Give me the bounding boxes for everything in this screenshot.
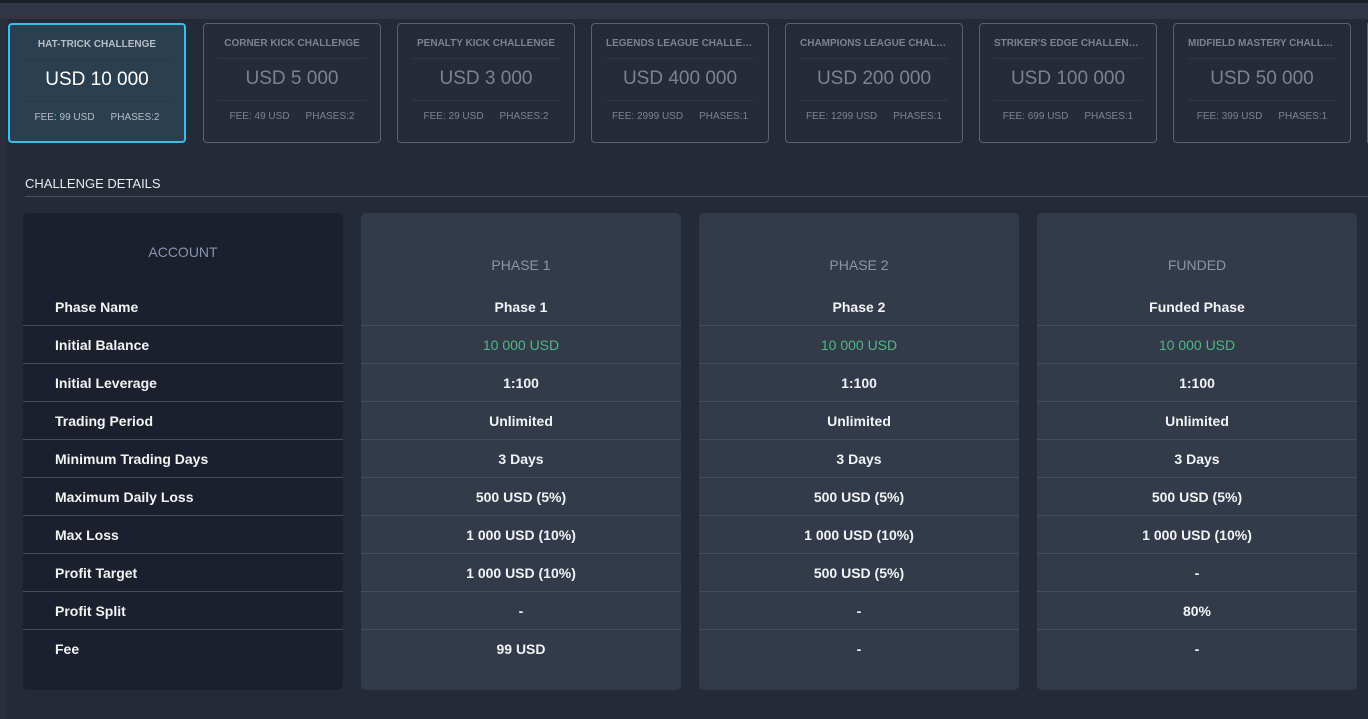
challenge-phases: PHASES:1 xyxy=(1084,111,1134,122)
table-cell: - xyxy=(699,591,1019,629)
challenge-phases: PHASES:2 xyxy=(305,111,355,122)
section-divider xyxy=(25,196,1368,197)
account-column: ACCOUNT Phase Name Initial Balance Initial … xyxy=(23,213,343,690)
table-cell: 10 000 USD xyxy=(361,325,681,363)
table-cell: 500 USD (5%) xyxy=(699,477,1019,515)
challenge-fee: FEE: 2999 USD xyxy=(611,111,684,122)
table-cell: Unlimited xyxy=(1037,401,1357,439)
table-cell: 99 USD xyxy=(361,629,681,667)
table-cell: 1:100 xyxy=(361,363,681,401)
phase-column: FUNDED Funded Phase 10 000 USD 1:100 Unlimit… xyxy=(1037,213,1357,690)
column-header: PHASE 1 xyxy=(491,257,551,273)
table-cell: 1 000 USD (10%) xyxy=(361,515,681,553)
table-cell: 500 USD (5%) xyxy=(699,553,1019,591)
table-cell: 80% xyxy=(1037,591,1357,629)
table-cell: Profit Split xyxy=(23,591,343,629)
section-title: CHALLENGE DETAILS xyxy=(25,176,161,191)
challenge-amount: USD 50 000 xyxy=(1188,59,1336,101)
challenge-fee: FEE: 399 USD xyxy=(1196,111,1263,122)
challenge-fee: FEE: 99 USD xyxy=(34,112,95,123)
table-cell: 500 USD (5%) xyxy=(1037,477,1357,515)
challenge-card[interactable]: LEGENDS LEAGUE CHALLENGE USD 400 000 FEE… xyxy=(591,23,769,143)
column-header: PHASE 2 xyxy=(829,257,889,273)
challenge-name: HAT-TRICK CHALLENGE xyxy=(24,39,170,60)
table-cell: Unlimited xyxy=(699,401,1019,439)
column-header: FUNDED xyxy=(1167,257,1227,273)
left-strip xyxy=(0,19,7,719)
table-cell: 1:100 xyxy=(1037,363,1357,401)
phase-column: PHASE 1 Phase 1 10 000 USD 1:100 Unlimited 3 … xyxy=(361,213,681,690)
table-cell: Trading Period xyxy=(23,401,343,439)
challenge-phases: PHASES:1 xyxy=(1278,111,1328,122)
table-cell: Minimum Trading Days xyxy=(23,439,343,477)
challenge-card[interactable]: HAT-TRICK CHALLENGE USD 10 000 FEE: 99 U… xyxy=(8,23,186,143)
challenge-name: MIDFIELD MASTERY CHALLENGE xyxy=(1188,38,1336,59)
table-cell: - xyxy=(699,629,1019,667)
table-cell: - xyxy=(361,591,681,629)
table-cell: Phase 1 xyxy=(494,299,548,315)
table-cell: - xyxy=(1037,553,1357,591)
challenge-fee: FEE: 1299 USD xyxy=(805,111,878,122)
table-cell: 10 000 USD xyxy=(1037,325,1357,363)
challenge-amount: USD 100 000 xyxy=(994,59,1142,101)
challenge-name: PENALTY KICK CHALLENGE xyxy=(412,38,560,59)
challenge-card[interactable]: MIDFIELD MASTERY CHALLENGE USD 50 000 FE… xyxy=(1173,23,1351,143)
table-cell: 1 000 USD (10%) xyxy=(361,553,681,591)
table-cell: Maximum Daily Loss xyxy=(23,477,343,515)
challenge-amount: USD 400 000 xyxy=(606,59,754,101)
table-cell: 3 Days xyxy=(1037,439,1357,477)
table-cell: Phase 2 xyxy=(832,299,886,315)
challenge-amount: USD 5 000 xyxy=(218,59,366,101)
table-cell: Unlimited xyxy=(361,401,681,439)
table-cell: 3 Days xyxy=(361,439,681,477)
challenge-name: CHAMPIONS LEAGUE CHALLENGE xyxy=(800,38,948,59)
challenge-name: STRIKER'S EDGE CHALLENGE xyxy=(994,38,1142,59)
challenge-amount: USD 3 000 xyxy=(412,59,560,101)
table-cell: 500 USD (5%) xyxy=(361,477,681,515)
challenge-fee: FEE: 29 USD xyxy=(423,111,484,122)
table-cell: Profit Target xyxy=(23,553,343,591)
challenge-name: CORNER KICK CHALLENGE xyxy=(218,38,366,59)
header-band xyxy=(0,3,1368,19)
table-cell: 10 000 USD xyxy=(699,325,1019,363)
challenge-card[interactable]: CORNER KICK CHALLENGE USD 5 000 FEE: 49 … xyxy=(203,23,381,143)
table-cell: - xyxy=(1037,629,1357,667)
table-cell: 3 Days xyxy=(699,439,1019,477)
table-cell: Max Loss xyxy=(23,515,343,553)
table-cell: 1 000 USD (10%) xyxy=(1037,515,1357,553)
challenge-amount: USD 10 000 xyxy=(24,60,170,102)
challenge-fee: FEE: 49 USD xyxy=(229,111,290,122)
challenge-card[interactable]: PENALTY KICK CHALLENGE USD 3 000 FEE: 29… xyxy=(397,23,575,143)
challenge-card[interactable]: STRIKER'S EDGE CHALLENGE USD 100 000 FEE… xyxy=(979,23,1157,143)
top-bar xyxy=(0,0,1368,3)
column-header: ACCOUNT xyxy=(148,244,218,260)
challenge-fee: FEE: 699 USD xyxy=(1002,111,1069,122)
challenge-phases: PHASES:1 xyxy=(893,111,943,122)
table-cell: Phase Name xyxy=(55,299,139,315)
challenge-phases: PHASES:2 xyxy=(499,111,549,122)
challenge-amount: USD 200 000 xyxy=(800,59,948,101)
table-cell: Fee xyxy=(23,629,343,667)
table-cell: Initial Leverage xyxy=(23,363,343,401)
table-cell: 1 000 USD (10%) xyxy=(699,515,1019,553)
phase-column: PHASE 2 Phase 2 10 000 USD 1:100 Unlimited 3 … xyxy=(699,213,1019,690)
table-cell: 1:100 xyxy=(699,363,1019,401)
challenge-name: LEGENDS LEAGUE CHALLENGE xyxy=(606,38,754,59)
table-cell: Funded Phase xyxy=(1149,299,1245,315)
table-cell: Initial Balance xyxy=(23,325,343,363)
challenge-card[interactable]: CHAMPIONS LEAGUE CHALLENGE USD 200 000 F… xyxy=(785,23,963,143)
challenge-phases: PHASES:1 xyxy=(699,111,749,122)
challenge-phases: PHASES:2 xyxy=(110,112,160,123)
